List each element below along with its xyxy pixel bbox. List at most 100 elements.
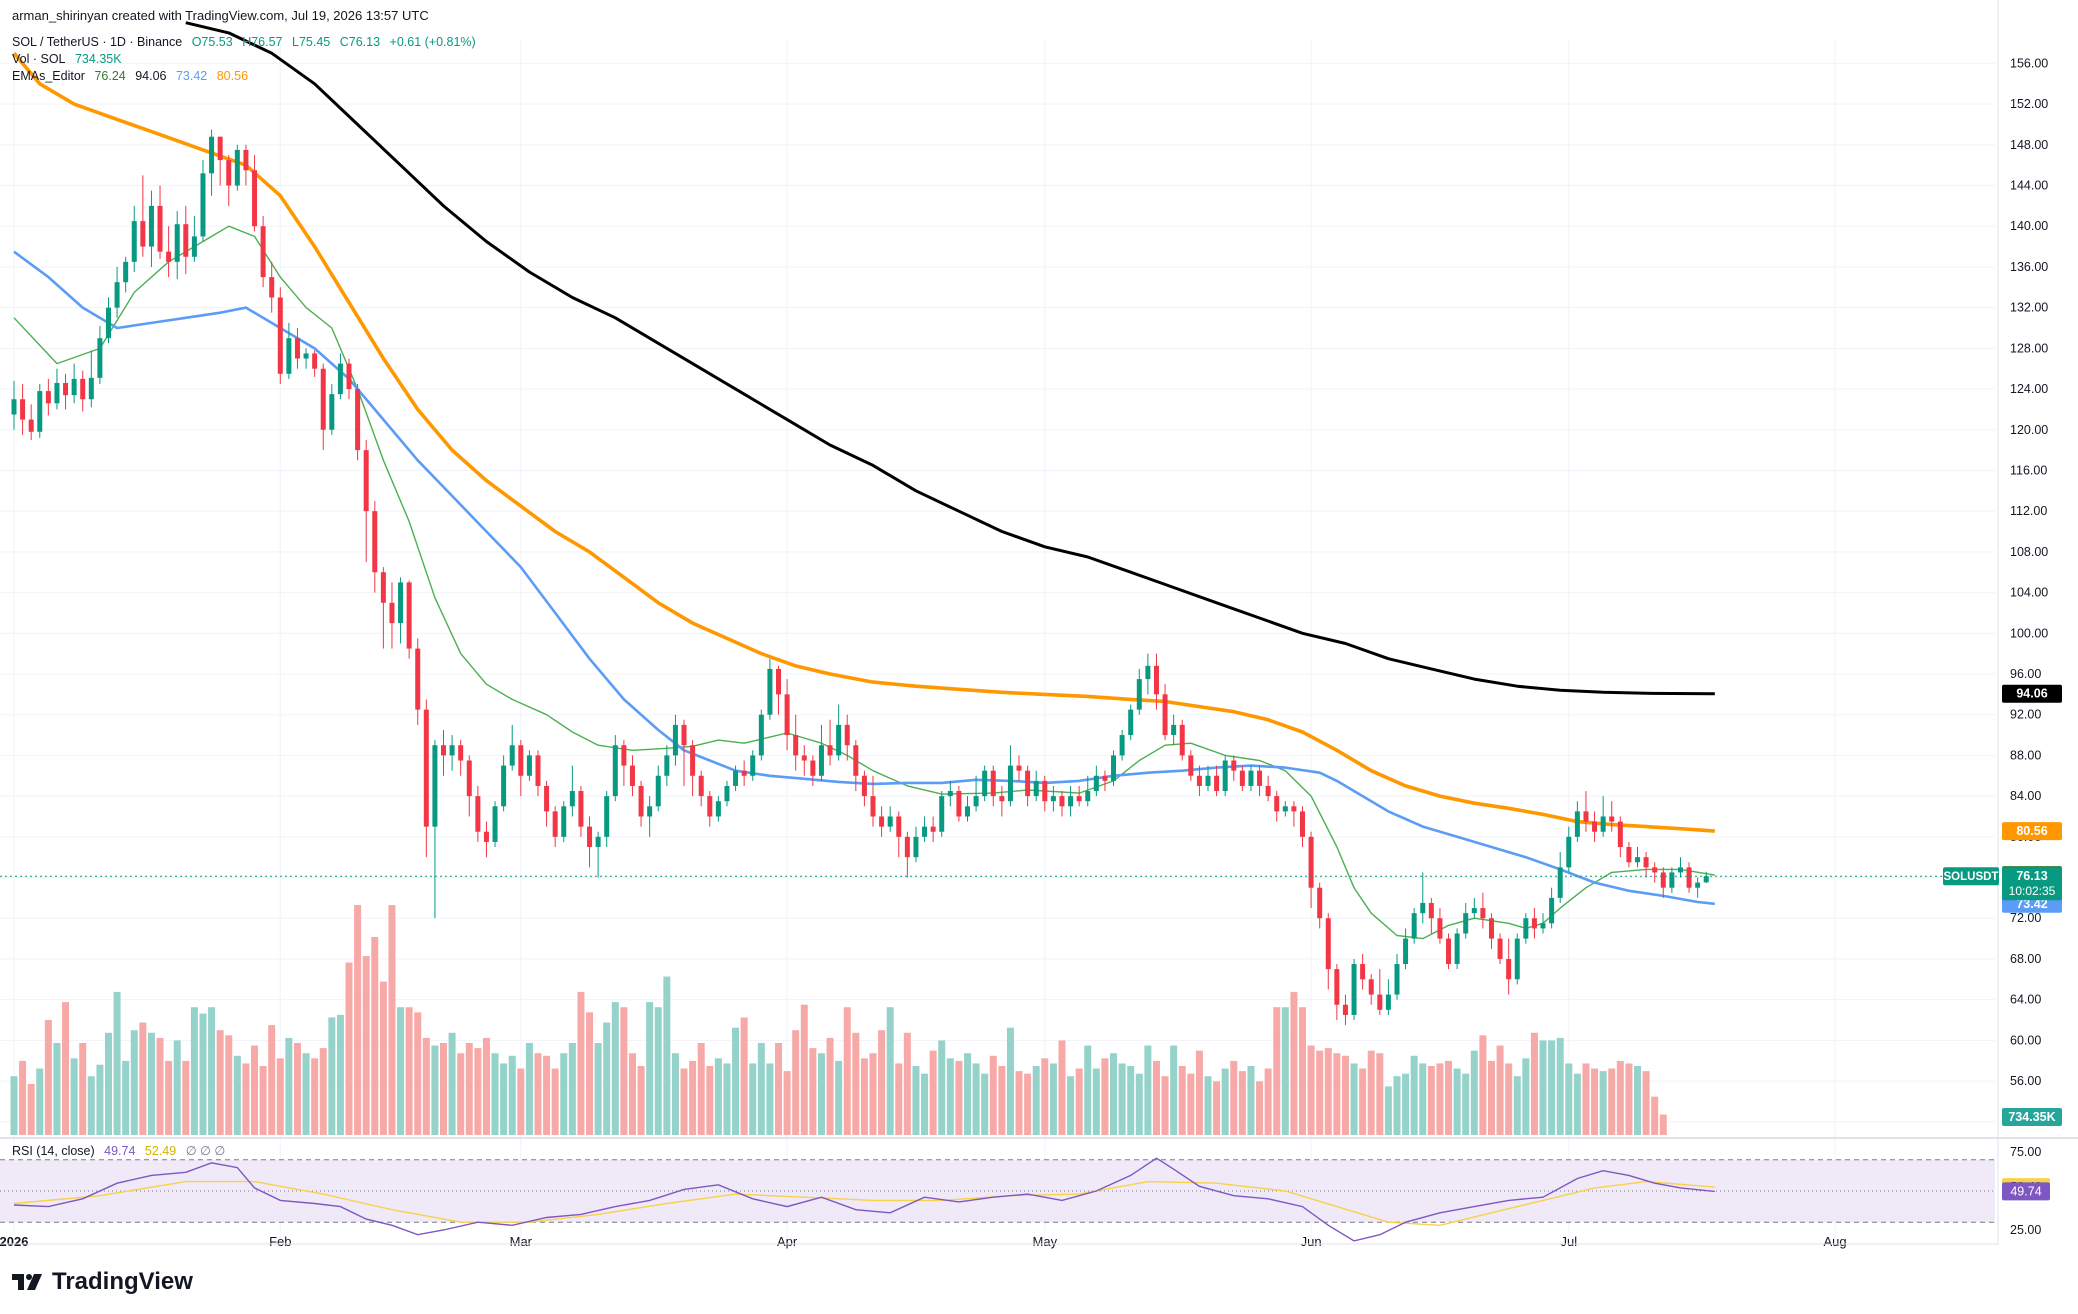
candle: [157, 185, 163, 259]
volume-legend[interactable]: Vol · SOL 734.35K: [12, 52, 128, 66]
rsi-label[interactable]: RSI (14, close): [12, 1144, 95, 1158]
candle: [1214, 765, 1220, 797]
volume-bar: [53, 1043, 61, 1135]
volume-bar: [1410, 1055, 1418, 1135]
candle: [526, 750, 532, 781]
volume-bar: [1599, 1071, 1607, 1135]
volume-bar: [1230, 1060, 1238, 1135]
rsi-pane[interactable]: [0, 1137, 2078, 1242]
time-axis[interactable]: 2026 Feb Mar Apr May Jun Jul Aug: [0, 1234, 1998, 1249]
candle: [286, 322, 292, 379]
volume-bar: [886, 1007, 894, 1135]
candle: [131, 205, 137, 273]
candle: [45, 378, 51, 416]
ema-value-2: 94.06: [135, 69, 167, 83]
candle: [1566, 826, 1572, 873]
candle: [243, 144, 249, 186]
high-value: H76.57: [242, 35, 283, 49]
ema-label[interactable]: EMAs_Editor: [12, 69, 85, 83]
volume-bar: [706, 1066, 714, 1135]
volume-bar: [414, 1012, 422, 1135]
candle: [1128, 704, 1134, 741]
close-value: C76.13: [339, 35, 381, 49]
volume-bar: [543, 1055, 551, 1135]
svg-text:SOLUSDT: SOLUSDT: [1944, 871, 1999, 883]
candle: [1085, 775, 1091, 807]
candle: [1428, 897, 1434, 934]
volume-bar: [1625, 1063, 1633, 1135]
volume-bar: [1015, 1071, 1023, 1135]
volume-bar: [869, 1053, 877, 1135]
rsi-ma-line: [13, 1180, 1715, 1227]
svg-text:734.35K: 734.35K: [2008, 1110, 2055, 1124]
candle: [1222, 755, 1228, 797]
volume-bar: [216, 1030, 224, 1135]
volume-bar: [1565, 1063, 1573, 1135]
volume-bar: [500, 1063, 508, 1135]
candle: [1420, 872, 1426, 924]
time-tick-label: Jul: [1560, 1234, 1577, 1249]
candle: [71, 363, 77, 404]
candle: [913, 826, 919, 863]
candle: [1016, 755, 1022, 781]
candle: [1317, 882, 1323, 929]
volume-bar: [800, 1004, 808, 1135]
candle: [750, 750, 756, 781]
price-tick-label: 140.00: [2010, 219, 2048, 233]
volume-bar: [1152, 1060, 1160, 1135]
volume-bar: [620, 1007, 628, 1135]
candle: [990, 765, 996, 807]
volume-bar: [491, 1053, 499, 1135]
candlesticks[interactable]: [11, 129, 1709, 1026]
candle: [552, 806, 558, 848]
candle: [1239, 765, 1245, 792]
candle: [647, 796, 653, 837]
candle: [776, 665, 782, 715]
volume-bar: [1195, 1050, 1203, 1135]
candle: [140, 175, 146, 257]
rsi-legend[interactable]: RSI (14, close) 49.74 52.49 ∅ ∅ ∅: [12, 1143, 231, 1158]
candle: [1609, 801, 1615, 832]
volume-bar: [208, 1007, 216, 1135]
candle: [234, 144, 240, 191]
candle: [380, 567, 386, 649]
candle: [1248, 765, 1254, 792]
candle: [423, 699, 429, 858]
volume-bar: [921, 1073, 929, 1135]
volume-bar: [379, 981, 387, 1135]
candle: [114, 266, 120, 318]
volume-bar: [1127, 1066, 1135, 1135]
candle: [715, 796, 721, 822]
volume-bar: [835, 1060, 843, 1135]
price-tick-label: 92.00: [2010, 708, 2041, 722]
candle: [1514, 933, 1520, 985]
candle: [1153, 653, 1159, 710]
volume-bar: [1402, 1073, 1410, 1135]
volume-bar: [122, 1060, 130, 1135]
candle: [544, 780, 550, 827]
volume-bar: [173, 1040, 181, 1135]
symbol-legend[interactable]: SOL / TetherUS · 1D · Binance O75.53 H76…: [12, 35, 482, 49]
volume-bar: [182, 1060, 190, 1135]
candle: [1592, 811, 1598, 842]
volume-bar: [1101, 1058, 1109, 1135]
candle: [1025, 765, 1031, 807]
volume-label[interactable]: Vol · SOL: [12, 52, 66, 66]
volume-bar: [1642, 1071, 1650, 1135]
symbol-title[interactable]: SOL / TetherUS · 1D · Binance: [12, 35, 183, 49]
candle: [320, 363, 326, 451]
candle: [956, 785, 962, 822]
ema-legend[interactable]: EMAs_Editor 76.24 94.06 73.42 80.56: [12, 69, 254, 83]
price-axis[interactable]: 156.00 152.00 148.00 144.00 140.00 136.00 132.…: [1997, 0, 2048, 1245]
candle: [483, 821, 489, 858]
tradingview-brand[interactable]: TradingView: [12, 1268, 193, 1296]
candle: [1300, 806, 1305, 848]
volume-bars: [10, 905, 1667, 1135]
volume-bar: [714, 1058, 722, 1135]
volume-bar: [938, 1040, 946, 1135]
candle: [166, 226, 172, 278]
candle: [1007, 745, 1013, 807]
volume-bar: [1496, 1045, 1504, 1135]
volume-bar: [139, 1022, 147, 1135]
volume-bar: [268, 1025, 276, 1135]
